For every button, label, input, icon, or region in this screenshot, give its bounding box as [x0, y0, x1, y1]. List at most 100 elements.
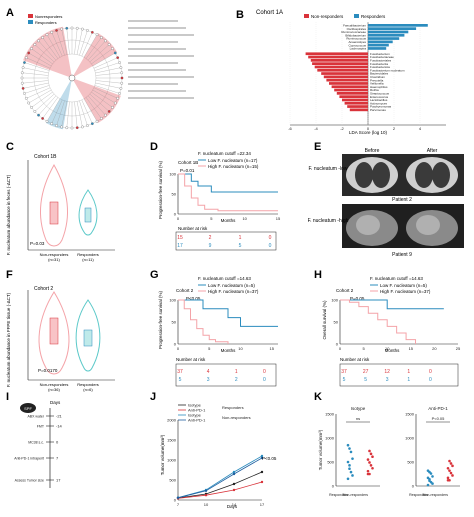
lda-xlabel: LDA Score (log 10) — [349, 130, 388, 135]
clade-node-7 — [107, 110, 111, 113]
panel-d-risk-title: Number at risk — [178, 226, 208, 231]
panel-f-n-1: (n=6) — [83, 387, 93, 392]
clade-branch-50 — [83, 34, 98, 58]
risk-g-cell-1-1: 3 — [207, 377, 210, 383]
lda-label-neg-1: Fusobacteriaceae — [370, 55, 394, 59]
dot-plot-k: Isotype050010001500nsRespondersNon-respo… — [318, 406, 460, 497]
timeline-day-0: -21 — [56, 414, 63, 419]
dot-k-n-pd1-3 — [451, 464, 454, 468]
clade-branch-55 — [92, 52, 116, 67]
clade-node-21 — [41, 117, 44, 120]
clade-node-14 — [75, 126, 79, 130]
clade-label-stub-4 — [128, 48, 186, 50]
clade-node-0 — [120, 76, 124, 80]
panel-e-high-label: F. nucleatum -high — [308, 218, 349, 224]
panel-f-ylabel: F. nucleatum abundance in FFPE tissue (-… — [6, 292, 11, 387]
dot-k-r-iso-6 — [349, 470, 353, 474]
lda-bar-pos-2 — [368, 30, 409, 34]
clade-node-18 — [55, 124, 58, 127]
clade-branch-9 — [85, 97, 102, 119]
km-d-ytick-1: 50 — [172, 192, 177, 197]
dot-k-sig-pd1: P<0.05 — [432, 416, 446, 421]
panel-g-ylabel: Progression-free survival (%) — [158, 290, 163, 349]
clade-node-36 — [30, 47, 33, 50]
lda-label-pos-3: Bifidobacterium — [345, 33, 366, 37]
clade-node-56 — [116, 56, 120, 60]
dot-k-ytick-iso-1: 500 — [327, 460, 334, 465]
clade-sector-1 — [72, 32, 118, 78]
clade-branch-49 — [81, 32, 93, 57]
dot-k-n-pd1-1 — [448, 459, 451, 463]
clade-node-29 — [20, 81, 24, 85]
clade-node-35 — [27, 51, 31, 55]
dot-k-n-pd1-6 — [449, 471, 453, 475]
panel-c-group-0: Non-responders — [40, 252, 69, 257]
risk-h-cell-0-3: 1 — [407, 369, 410, 375]
clade-branch-21 — [42, 97, 59, 119]
clade-node-53 — [107, 43, 111, 46]
dot-k-ylabel: Tumor volume(mm³) — [318, 429, 323, 470]
box-f-responders — [83, 329, 93, 347]
km-g-series-0 — [178, 299, 278, 327]
risk-g-cell-1-2: 2 — [235, 377, 238, 383]
panel-h-pvalue: P=0.05 — [350, 296, 365, 301]
clade-node-55 — [113, 51, 117, 55]
dot-k-r-pd1-7 — [431, 475, 434, 478]
dot-k-r-iso-1 — [348, 464, 351, 467]
panel-e-low-label: F. nucleatum -low — [309, 166, 348, 172]
panel-f-group-0: Non-responders — [40, 382, 69, 387]
dot-k-n-iso-3 — [371, 455, 374, 459]
km-g-ytick-0: 0 — [174, 342, 177, 347]
panel-h-xlabel: Months — [385, 348, 401, 353]
lda-label-pos-0: Faecalibacterium — [343, 24, 366, 28]
lda-label-neg-14: Lactobacillus — [370, 98, 388, 102]
timeline-step-1: FMT — [37, 425, 45, 429]
clade-node-39 — [41, 36, 44, 39]
km-g-ytick-2: 100 — [169, 298, 176, 303]
lda-bar-neg-9 — [329, 82, 368, 85]
panel-d-cutoff: F. nucleatum cutoff =22.34 — [198, 151, 251, 156]
risk-g-cell-0-1: 4 — [207, 369, 210, 375]
clade-branch-13 — [76, 101, 83, 127]
lda-tick-3: 0 — [367, 126, 370, 131]
clade-node-6 — [111, 106, 114, 109]
clade-branch-26 — [26, 87, 51, 99]
panel-c-letter: C — [6, 141, 14, 153]
clade-branch-47 — [76, 29, 83, 55]
dot-k-n-iso-5 — [368, 461, 371, 464]
km-d-series-0 — [178, 173, 278, 193]
legend-b-label-1: Responders — [361, 14, 386, 19]
clade-node-28 — [21, 87, 25, 90]
clade-node-33 — [23, 61, 26, 64]
dot-k-r-iso-5 — [348, 447, 351, 450]
dot-k-group1-iso: Non-responders — [343, 493, 368, 497]
clade-node-37 — [33, 43, 37, 46]
dot-k-n-pd1-4 — [446, 466, 450, 470]
panel-k-letter: K — [314, 391, 322, 403]
lda-tick-0: -6 — [288, 126, 292, 131]
clade-branch-37 — [34, 44, 55, 63]
clade-branch-16 — [66, 101, 70, 128]
panel-i-days-label: Days — [50, 400, 61, 405]
panel-c-ylabel: F. nucleatum abundance in feces (-ΔCT) — [6, 174, 11, 255]
lda-bar-neg-6 — [321, 72, 368, 75]
lda-bar-neg-11 — [334, 88, 368, 92]
km-g-series-1 — [178, 299, 229, 344]
box-c-nonresponders — [49, 201, 59, 225]
clade-node-3 — [118, 92, 121, 95]
legend-j-label-3: Anti-PD-1 — [188, 418, 206, 423]
panel-f-pvalue: P=0.0170 — [38, 368, 58, 373]
dot-k-n-iso-9 — [368, 472, 371, 476]
risk-h-cell-1-2: 3 — [386, 377, 389, 383]
panel-c-cohort: Cohort 1B — [34, 154, 57, 160]
legend-a-swatch-red — [28, 14, 33, 18]
clade-sector-2 — [72, 78, 121, 124]
clade-branch-27 — [24, 85, 50, 94]
lda-bar-pos-1 — [368, 27, 417, 30]
clade-node-51 — [100, 36, 103, 39]
dot-k-title-iso: Isotype — [351, 406, 366, 411]
line-j-series-2 — [177, 455, 263, 498]
clade-branch-44 — [66, 28, 70, 55]
lda-label-neg-4: Fusobacteriota — [370, 65, 390, 69]
clade-node-40 — [45, 33, 49, 37]
